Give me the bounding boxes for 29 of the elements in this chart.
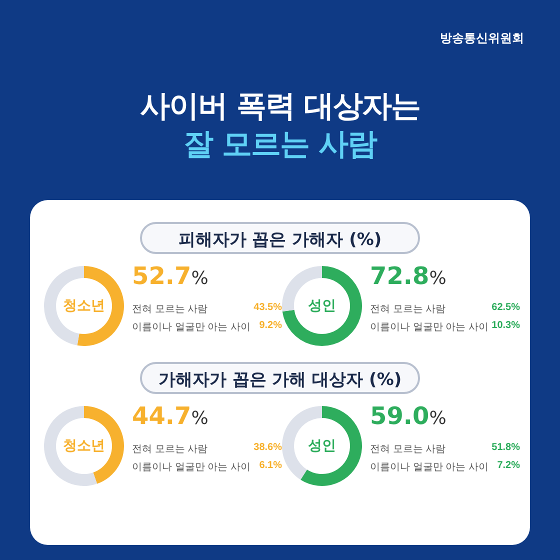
text: 청소년: [62, 437, 106, 455]
text: 51.8%: [492, 442, 520, 453]
text: 성인: [307, 297, 337, 315]
data-label: 44.7%: [132, 402, 208, 430]
text: 방송통신위원회: [440, 30, 524, 47]
text: 전혀 모르는 사람: [370, 304, 446, 315]
text: 38.6%: [254, 442, 282, 453]
text: 전혀 모르는 사람: [132, 304, 208, 315]
text: 이름이나 얼굴만 아는 사이: [132, 322, 250, 333]
text: 성인: [307, 437, 337, 455]
text: 43.5%: [254, 302, 282, 313]
text: 10.3%: [492, 320, 520, 331]
text: 6.1%: [259, 460, 282, 471]
data-label: 72.8%: [370, 262, 446, 290]
text: 청소년: [62, 297, 106, 315]
data-label: 52.7%: [132, 262, 208, 290]
text: 잘 모르는 사람: [182, 126, 378, 164]
text: 전혀 모르는 사람: [370, 444, 446, 455]
text: 이름이나 얼굴만 아는 사이: [370, 462, 488, 473]
text: 이름이나 얼굴만 아는 사이: [370, 322, 488, 333]
text: 9.2%: [259, 320, 282, 331]
text: 62.5%: [492, 302, 520, 313]
data-label: 59.0%: [370, 402, 446, 430]
text: 이름이나 얼굴만 아는 사이: [132, 462, 250, 473]
text: 가해자가 꼽은 가해 대상자 (%): [140, 362, 420, 394]
text: 사이버 폭력 대상자는: [139, 88, 421, 126]
text: 7.2%: [497, 460, 520, 471]
text: 전혀 모르는 사람: [132, 444, 208, 455]
text: 피해자가 꼽은 가해자 (%): [140, 222, 420, 254]
